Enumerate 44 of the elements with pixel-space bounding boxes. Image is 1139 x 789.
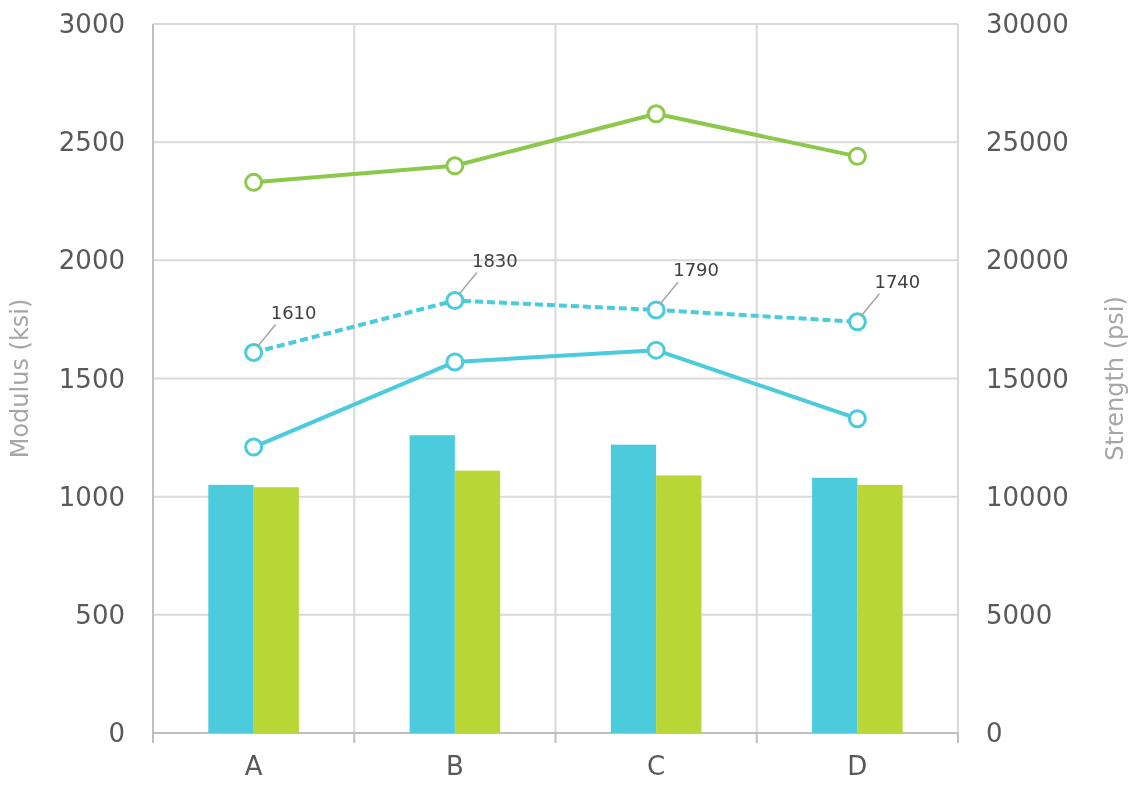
point: [445, 352, 465, 372]
point: [244, 343, 264, 362]
y-tick-label: 3000: [58, 9, 125, 40]
y2-tick-label: 10000: [986, 481, 1069, 512]
point: [847, 409, 867, 429]
bar: [208, 484, 254, 733]
point: [847, 146, 867, 166]
y2-tick-label: 20000: [986, 245, 1069, 276]
y-tick-label: 2500: [58, 127, 125, 158]
y-axis-title: Modulus (ksi): [6, 298, 34, 459]
point: [244, 437, 264, 457]
x-tick-label: D: [847, 751, 868, 781]
y2-tick-label: 30000: [986, 9, 1069, 40]
data-label: 1830: [471, 249, 518, 271]
point: [244, 172, 264, 192]
point: [646, 340, 666, 360]
data-label: 1610: [270, 301, 317, 323]
bar: [610, 444, 657, 733]
y-tick-label: 500: [75, 599, 125, 630]
y-tick-label: 1000: [58, 481, 125, 512]
y-tick-label: 1500: [58, 363, 125, 394]
point: [445, 291, 465, 311]
bar: [857, 484, 903, 733]
y-tick-label: 0: [108, 718, 125, 749]
bar: [812, 477, 858, 733]
y2-tick-label: 25000: [986, 127, 1069, 158]
point: [646, 300, 666, 320]
bar: [409, 435, 455, 733]
x-tick-label: B: [445, 751, 464, 781]
y2-tick-label: 15000: [986, 363, 1069, 394]
point: [847, 312, 867, 332]
point: [646, 104, 666, 124]
data-label: 1740: [874, 270, 921, 292]
y2-tick-label: 0: [986, 718, 1003, 749]
y2-axis-title: Strength (psi): [1101, 296, 1129, 461]
point: [445, 156, 465, 176]
y-tick-label: 2000: [58, 245, 125, 276]
data-label: 1790: [673, 258, 720, 280]
bar: [656, 475, 702, 733]
x-tick-label: A: [244, 751, 263, 781]
x-tick-label: C: [647, 751, 666, 781]
bar: [454, 470, 501, 733]
y2-tick-label: 5000: [986, 599, 1053, 630]
bar: [253, 487, 299, 733]
